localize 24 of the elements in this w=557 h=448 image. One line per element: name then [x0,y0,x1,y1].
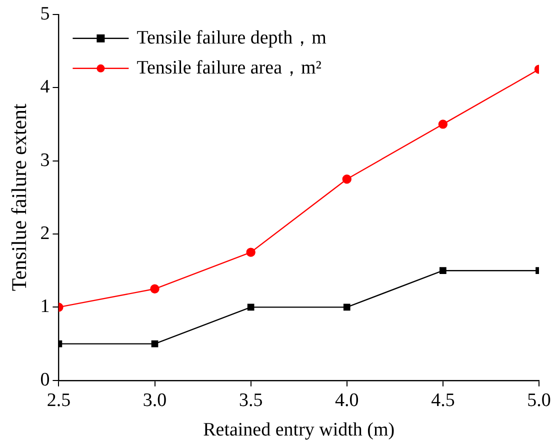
x-tick-label: 4.0 [335,390,359,411]
x-axis-title: Retained entry width (m) [203,420,395,441]
x-tick-label: 4.5 [431,390,455,411]
x-tick-label: 5.0 [527,390,551,411]
point [343,304,350,311]
y-axis-title: Tensilue failure extent [7,104,32,292]
point [246,248,256,257]
point [342,174,352,184]
point [247,304,254,311]
y-tick-label: 0 [40,369,50,390]
x-tick-label: 2.5 [46,390,71,411]
point [440,267,446,274]
point [438,120,448,129]
legend-label: Tensile failure depth，m [136,27,327,48]
y-tick-label: 2 [40,222,50,244]
y-tick-label: 1 [40,296,50,318]
point [150,284,160,294]
legend-label: Tensile failure area，m² [136,57,322,78]
y-tick-label: 3 [40,150,50,171]
x-tick-label: 3.5 [238,390,263,411]
y-tick-label: 5 [40,3,50,24]
y-tick-label: 4 [40,76,50,98]
point [151,340,158,348]
x-tick-label: 3.0 [142,390,167,411]
